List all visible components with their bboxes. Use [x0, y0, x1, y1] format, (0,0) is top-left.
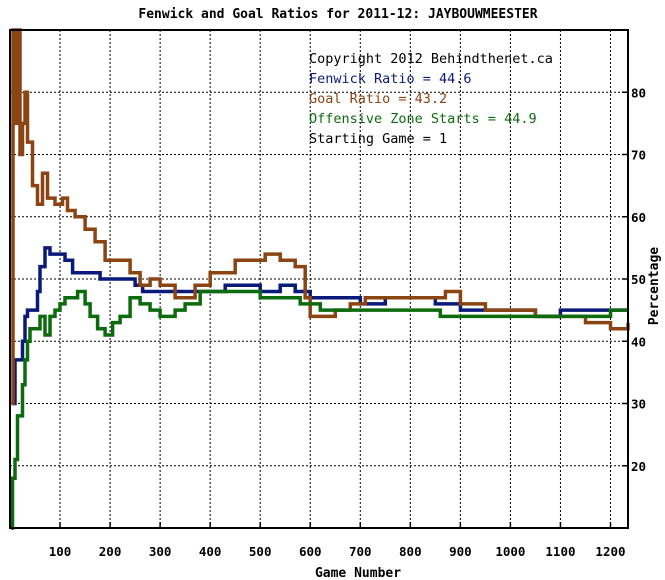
y-tick-label: 20 [631, 459, 646, 474]
legend-line: Offensive Zone Starts = 44.9 [309, 111, 537, 127]
y-tick-label: 60 [631, 210, 646, 225]
y-axis-label: Percentage [647, 247, 662, 325]
x-tick-label: 100 [49, 544, 72, 559]
y-tick-label: 30 [631, 397, 646, 412]
goal-ratio-line [11, 28, 630, 406]
legend: Copyright 2012 Behindthenet.ca Fenwick Ra… [309, 51, 553, 147]
x-tick-label: 800 [399, 544, 422, 559]
x-tick-label: 900 [449, 544, 472, 559]
x-tick-label: 500 [249, 544, 272, 559]
y-tick-label: 50 [631, 272, 646, 287]
x-tick-label: 1000 [495, 544, 525, 559]
x-tick-label: 600 [299, 544, 322, 559]
x-tick-label: 300 [149, 544, 172, 559]
x-tick-label: 1100 [545, 544, 575, 559]
y-tick-label: 40 [631, 334, 646, 349]
x-tick-label: 700 [349, 544, 372, 559]
x-tick-label: 1200 [595, 544, 625, 559]
y-tick-label: 70 [631, 148, 646, 163]
x-axis: 100 200 300 400 500 600 700 800 900 1000 1100 1200 [49, 522, 626, 559]
legend-line: Goal Ratio = 43.2 [309, 91, 447, 107]
x-tick-label: 200 [99, 544, 122, 559]
offensive-zone-starts-line [10, 289, 628, 530]
y-axis: 20 30 40 50 60 70 80 [622, 85, 646, 474]
fenwick-ratio-line [12, 246, 628, 406]
x-axis-label: Game Number [315, 566, 401, 580]
series-layer [10, 28, 630, 530]
legend-line: Copyright 2012 Behindthenet.ca [309, 51, 553, 67]
legend-line: Fenwick Ratio = 44.6 [309, 71, 472, 87]
x-tick-label: 400 [199, 544, 222, 559]
chart-title: Fenwick and Goal Ratios for 2011-12: JAY… [138, 7, 537, 22]
y-tick-label: 80 [631, 85, 646, 100]
legend-line: Starting Game = 1 [309, 131, 447, 147]
